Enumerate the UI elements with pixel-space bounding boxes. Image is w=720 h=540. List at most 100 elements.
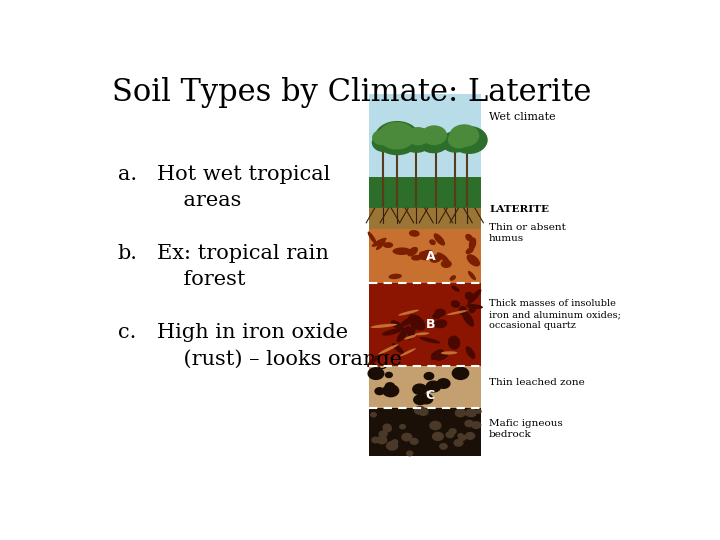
Ellipse shape — [405, 335, 416, 340]
Ellipse shape — [421, 250, 433, 258]
Circle shape — [430, 421, 441, 430]
Ellipse shape — [451, 286, 459, 292]
Ellipse shape — [411, 255, 423, 261]
Ellipse shape — [408, 247, 418, 256]
Text: b.: b. — [118, 244, 138, 262]
Ellipse shape — [419, 337, 441, 343]
Ellipse shape — [441, 260, 451, 268]
Ellipse shape — [398, 309, 419, 315]
Circle shape — [414, 395, 426, 404]
Text: Ex: tropical rain
    forest: Ex: tropical rain forest — [157, 244, 329, 289]
Circle shape — [384, 426, 392, 432]
Ellipse shape — [466, 247, 474, 254]
Circle shape — [407, 451, 413, 456]
Ellipse shape — [372, 238, 387, 247]
Ellipse shape — [441, 352, 457, 354]
Circle shape — [449, 429, 456, 434]
Ellipse shape — [429, 239, 436, 245]
Circle shape — [466, 433, 474, 439]
Circle shape — [375, 388, 384, 395]
Ellipse shape — [389, 274, 402, 279]
Text: B: B — [426, 318, 435, 331]
Ellipse shape — [469, 238, 477, 250]
Ellipse shape — [397, 326, 410, 342]
Ellipse shape — [464, 292, 474, 300]
Ellipse shape — [382, 328, 402, 335]
Ellipse shape — [392, 247, 411, 255]
Circle shape — [413, 384, 427, 394]
Ellipse shape — [431, 352, 446, 358]
Ellipse shape — [447, 310, 467, 315]
Ellipse shape — [467, 289, 482, 304]
Circle shape — [437, 379, 450, 388]
Text: Thin leached zone: Thin leached zone — [489, 379, 585, 387]
Bar — [369, 177, 481, 210]
Ellipse shape — [437, 252, 449, 262]
Ellipse shape — [430, 254, 442, 263]
Circle shape — [389, 441, 397, 447]
Ellipse shape — [433, 233, 445, 246]
Ellipse shape — [433, 319, 447, 328]
Circle shape — [446, 432, 454, 437]
Ellipse shape — [432, 312, 441, 319]
Text: c.: c. — [118, 322, 136, 342]
Ellipse shape — [400, 348, 416, 356]
Ellipse shape — [392, 343, 404, 354]
Circle shape — [440, 444, 447, 449]
Circle shape — [410, 438, 418, 444]
Circle shape — [420, 394, 433, 404]
Bar — [369, 208, 481, 229]
Circle shape — [368, 368, 384, 380]
Circle shape — [387, 442, 397, 450]
Bar — [369, 94, 481, 210]
Ellipse shape — [391, 320, 404, 330]
Ellipse shape — [468, 271, 476, 280]
Circle shape — [451, 127, 487, 153]
Ellipse shape — [415, 332, 429, 335]
Ellipse shape — [467, 254, 480, 267]
Ellipse shape — [448, 335, 460, 350]
Circle shape — [385, 383, 395, 389]
Circle shape — [452, 367, 469, 380]
Circle shape — [407, 128, 429, 145]
Circle shape — [402, 434, 412, 441]
Ellipse shape — [434, 309, 446, 317]
Circle shape — [459, 435, 466, 441]
Circle shape — [383, 424, 391, 430]
Text: High in iron oxide
    (rust) – looks orange: High in iron oxide (rust) – looks orange — [157, 322, 402, 369]
Circle shape — [385, 373, 392, 377]
Ellipse shape — [400, 316, 416, 326]
Text: A: A — [426, 249, 435, 262]
Circle shape — [418, 408, 428, 415]
Circle shape — [379, 431, 387, 437]
Bar — [369, 366, 481, 408]
Circle shape — [477, 410, 481, 413]
Circle shape — [458, 434, 463, 437]
Ellipse shape — [408, 323, 416, 340]
Ellipse shape — [367, 355, 378, 367]
Ellipse shape — [368, 232, 377, 244]
Circle shape — [402, 131, 431, 152]
Ellipse shape — [466, 304, 483, 309]
Circle shape — [424, 373, 433, 380]
Ellipse shape — [436, 353, 448, 361]
Circle shape — [433, 433, 444, 441]
Ellipse shape — [376, 241, 385, 250]
Circle shape — [465, 421, 473, 427]
Ellipse shape — [469, 306, 476, 313]
Ellipse shape — [383, 242, 393, 248]
Text: LATERITE: LATERITE — [489, 206, 549, 214]
Text: Mafic igneous
bedrock: Mafic igneous bedrock — [489, 419, 563, 440]
Text: Thick masses of insoluble
iron and aluminum oxides;
occasional quartz: Thick masses of insoluble iron and alumi… — [489, 299, 621, 330]
Ellipse shape — [462, 309, 474, 327]
Ellipse shape — [371, 324, 397, 328]
Text: C: C — [426, 389, 435, 402]
Circle shape — [400, 424, 405, 429]
Circle shape — [466, 409, 476, 417]
Circle shape — [422, 126, 446, 144]
Circle shape — [392, 440, 397, 444]
Circle shape — [426, 381, 441, 392]
Circle shape — [377, 436, 387, 444]
Circle shape — [372, 133, 397, 152]
Bar — [369, 408, 481, 456]
